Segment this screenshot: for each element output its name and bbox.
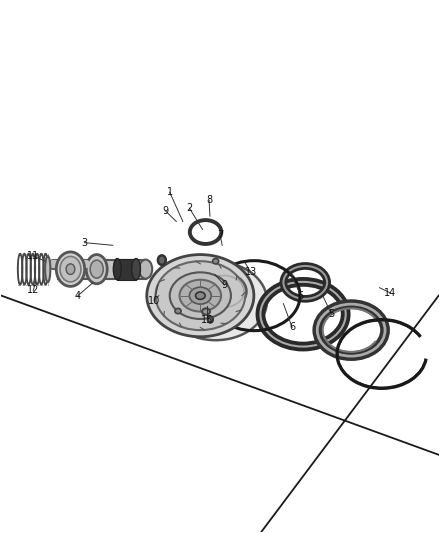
Text: 13: 13	[245, 267, 257, 277]
Ellipse shape	[164, 262, 267, 340]
Ellipse shape	[238, 318, 242, 321]
Text: 12: 12	[27, 285, 40, 295]
Ellipse shape	[189, 318, 193, 321]
Ellipse shape	[158, 255, 166, 265]
Text: 14: 14	[385, 288, 396, 298]
Ellipse shape	[86, 255, 107, 284]
Text: 10: 10	[148, 296, 161, 306]
Ellipse shape	[210, 281, 237, 302]
Ellipse shape	[175, 309, 181, 314]
Ellipse shape	[139, 260, 152, 279]
Ellipse shape	[132, 259, 140, 280]
Ellipse shape	[202, 309, 210, 315]
Text: 3: 3	[81, 238, 88, 248]
Text: 9: 9	[162, 206, 169, 216]
Ellipse shape	[249, 300, 253, 303]
Ellipse shape	[147, 255, 254, 337]
Text: 5: 5	[328, 309, 334, 319]
Ellipse shape	[56, 252, 84, 286]
Ellipse shape	[238, 281, 242, 284]
Text: 15: 15	[201, 314, 213, 325]
Ellipse shape	[90, 260, 103, 278]
Ellipse shape	[213, 259, 219, 264]
Text: 11: 11	[27, 251, 40, 261]
Bar	[117, 259, 136, 280]
Ellipse shape	[208, 317, 213, 322]
Ellipse shape	[179, 300, 183, 303]
Ellipse shape	[45, 256, 50, 282]
Text: 8: 8	[206, 195, 212, 205]
Bar	[18, 254, 48, 285]
Text: 6: 6	[289, 322, 295, 333]
Ellipse shape	[189, 281, 193, 284]
Text: 7: 7	[217, 230, 223, 240]
Ellipse shape	[189, 287, 211, 304]
Ellipse shape	[155, 261, 245, 330]
Text: 1: 1	[167, 187, 173, 197]
Ellipse shape	[60, 256, 81, 282]
Ellipse shape	[66, 264, 75, 274]
Text: 2: 2	[186, 203, 193, 213]
Ellipse shape	[195, 292, 205, 300]
Ellipse shape	[213, 273, 218, 276]
Text: 6: 6	[298, 290, 304, 301]
Ellipse shape	[114, 259, 121, 280]
Polygon shape	[58, 260, 146, 279]
Text: 9: 9	[221, 280, 227, 290]
Ellipse shape	[213, 326, 218, 329]
Text: 4: 4	[75, 290, 81, 301]
Ellipse shape	[180, 280, 221, 312]
Ellipse shape	[170, 272, 231, 319]
